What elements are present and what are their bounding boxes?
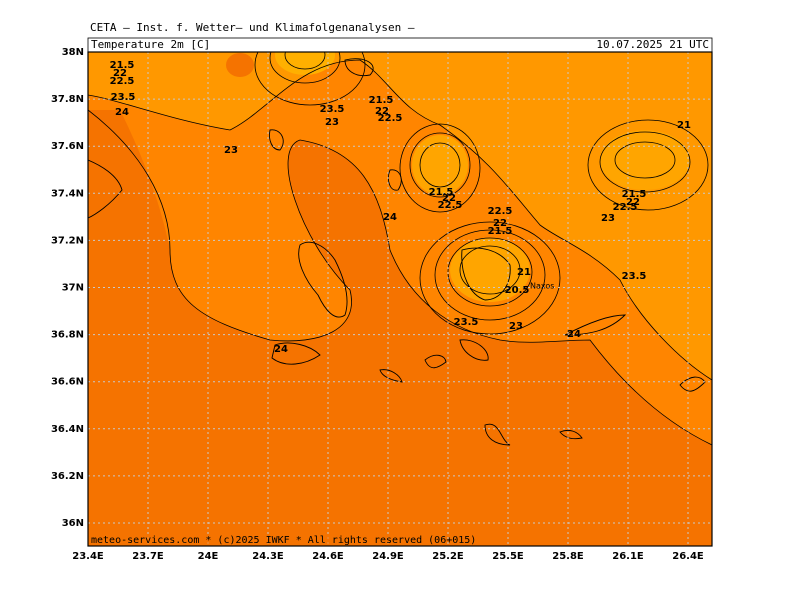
contour-label: 23.5 [320, 104, 345, 115]
footer-bg [88, 534, 418, 546]
variable: Temperature 2m [C] [91, 38, 210, 51]
contour-label: 23 [601, 213, 615, 224]
contour-label: 21.5 [429, 187, 454, 198]
contour-label: 21 [677, 120, 691, 131]
lat-tick-label: 36.4N [51, 424, 84, 435]
contour-label: 22 [493, 218, 507, 229]
contour-label: 23 [325, 117, 339, 128]
contour-label: 23.5 [622, 271, 647, 282]
title: CETA — Inst. f. Wetter— und Klimafolgena… [90, 21, 415, 34]
footer: meteo-services.com * (c)2025 IWKF * All … [91, 535, 476, 546]
lon-tick-label: 25.2E [432, 551, 464, 562]
contour-label: 22.5 [488, 206, 513, 217]
contour-label: 23 [509, 321, 523, 332]
contour-label: 22 [113, 68, 127, 79]
lat-tick-label: 37.8N [51, 94, 84, 105]
axis-ticks: 38N 37.8N 37.6N 37.4N 37.2N 37N 36.8N 36.6N 36.4… [51, 47, 704, 562]
cool-spot [450, 238, 530, 302]
lon-tick-label: 25.8E [552, 551, 584, 562]
lon-tick-label: 24E [198, 551, 219, 562]
lon-tick-label: 24.9E [372, 551, 404, 562]
place-label: Naxos [530, 282, 554, 291]
lon-tick-label: 23.7E [132, 551, 164, 562]
lon-tick-label: 25.5E [492, 551, 524, 562]
contour-label: 22.5 [613, 202, 638, 213]
temp-22-23 [88, 52, 712, 380]
contour-label: 21.5 [622, 189, 647, 200]
contour-label: 21.5 [369, 95, 394, 106]
lat-tick-label: 37.6N [51, 141, 84, 152]
graticule [88, 52, 712, 546]
lon-tick-label: 23.4E [72, 551, 104, 562]
lon-tick-label: 26.1E [612, 551, 644, 562]
lat-tick-label: 36N [62, 518, 84, 529]
isotherms [88, 52, 712, 446]
contour-label: 23 [224, 145, 238, 156]
contour-label: 22.5 [378, 113, 403, 124]
map-area: Naxos 21.52222.523.5242323.52321.52222.5… [88, 52, 712, 546]
lat-tick-label: 37.2N [51, 235, 84, 246]
lat-tick-label: 36.8N [51, 330, 84, 341]
lon-tick-label: 24.6E [312, 551, 344, 562]
contour-label: 22.5 [438, 200, 463, 211]
contour-labels: 21.52222.523.5242323.52321.52222.52421.5… [110, 60, 691, 355]
contour-label: 24 [383, 212, 397, 223]
contour-label: 21.5 [488, 226, 513, 237]
cool-spot [412, 135, 468, 195]
cool-spot [600, 130, 690, 190]
contour-label: 22 [442, 193, 456, 204]
coastlines [88, 58, 706, 446]
contour-label: 24 [567, 329, 581, 340]
map-frame [87, 51, 713, 547]
warm-spot [226, 53, 254, 77]
valid-time: 10.07.2025 21 UTC [596, 38, 709, 51]
lon-tick-label: 26.4E [672, 551, 704, 562]
lat-tick-label: 38N [62, 47, 84, 58]
lat-tick-label: 36.2N [51, 471, 84, 482]
contour-label: 20.5 [505, 285, 530, 296]
contour-label: 22.5 [110, 76, 135, 87]
lat-tick-label: 37.4N [51, 188, 84, 199]
contour-label: 21 [517, 267, 531, 278]
lon-tick-label: 24.3E [252, 551, 284, 562]
lat-tick-label: 37N [62, 283, 84, 294]
contour-label: 21.5 [110, 60, 135, 71]
contour-label: 24 [115, 107, 129, 118]
contour-label: 23.5 [111, 92, 136, 103]
contour-label: 24 [274, 344, 288, 355]
lat-tick-label: 36.6N [51, 377, 84, 388]
contour-label: 22 [626, 197, 640, 208]
contour-label: 23.5 [454, 317, 479, 328]
contour-label: 22 [375, 106, 389, 117]
cool-spot [275, 52, 335, 75]
